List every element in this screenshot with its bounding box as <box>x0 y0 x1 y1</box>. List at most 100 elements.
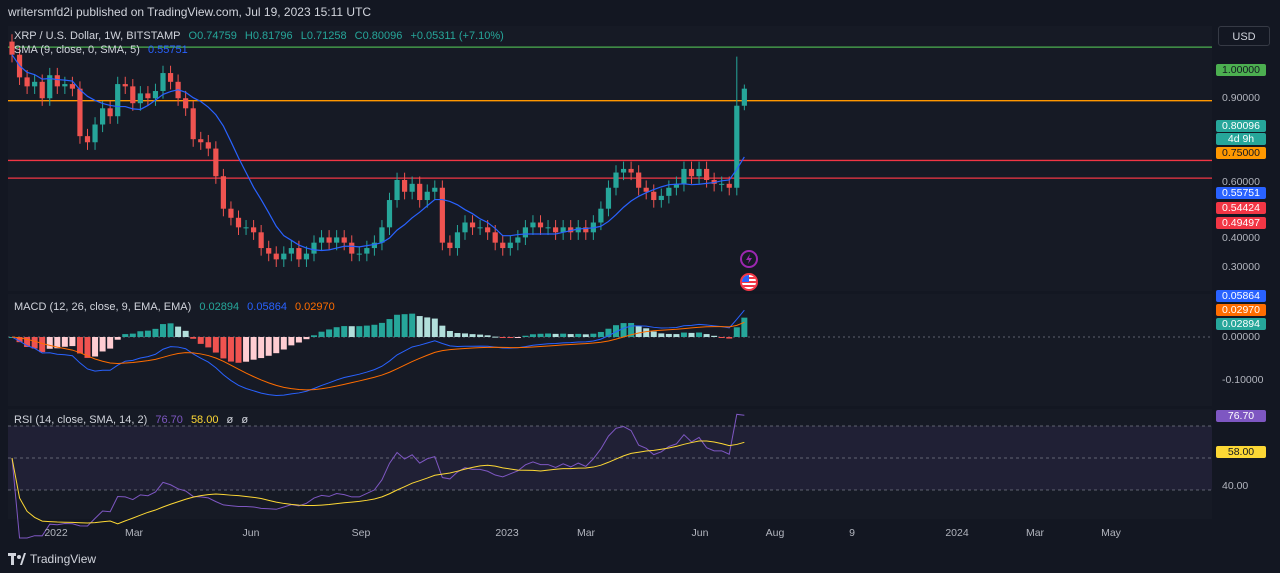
candle-body <box>39 81 45 99</box>
candle-body <box>62 84 68 87</box>
macd-histogram-bar <box>152 328 159 337</box>
lightning-icon[interactable] <box>740 250 758 268</box>
macd-hist-value: 0.02894 <box>199 301 240 313</box>
price-tick: 0.90000 <box>1222 92 1260 104</box>
rsi-label: RSI (14, close, SMA, 14, 2) <box>14 414 148 426</box>
candle-body <box>69 84 75 89</box>
price-pane[interactable] <box>8 26 1212 291</box>
macd-histogram-bar <box>378 322 385 337</box>
us-flag-icon[interactable] <box>740 273 758 291</box>
tradingview-logo-icon <box>8 553 26 565</box>
macd-histogram-bar <box>696 332 703 337</box>
candle-body <box>130 86 136 104</box>
candle-body <box>281 253 287 260</box>
macd-histogram-bar <box>273 337 280 354</box>
candle-body <box>651 191 657 201</box>
candle-body <box>545 227 551 229</box>
rsi-ma-badge: 58.00 <box>1216 446 1266 458</box>
macd-histogram-bar <box>333 327 340 337</box>
candle-body <box>628 168 634 173</box>
macd-histogram-bar <box>107 337 114 349</box>
candle-body <box>334 237 340 243</box>
candle-body <box>100 108 106 125</box>
candle-body <box>92 124 98 143</box>
sma-value: 0.55751 <box>148 44 188 56</box>
macd-histogram-bar <box>628 322 635 337</box>
candle-body <box>620 168 627 173</box>
x-tick: 9 <box>849 527 855 539</box>
macd-histogram-bar <box>61 337 68 347</box>
open-value: O0.74759 <box>188 30 237 42</box>
macd-histogram-bar <box>190 337 197 339</box>
candle-body <box>9 41 15 55</box>
macd-signal-line <box>11 321 745 391</box>
candle-body <box>77 88 83 137</box>
macd-histogram-bar <box>76 337 83 354</box>
candle-body <box>605 187 612 209</box>
candle-body <box>681 168 687 184</box>
macd-histogram-bar <box>718 337 725 338</box>
candle-body <box>613 172 619 188</box>
candle-body <box>303 253 310 260</box>
candle-body <box>198 139 204 143</box>
sma-label: SMA (9, close, 0, SMA, 5) <box>14 44 140 56</box>
currency-button[interactable]: USD <box>1218 26 1270 46</box>
rsi-value: 76.70 <box>155 414 183 426</box>
macd-histogram-bar <box>235 337 242 363</box>
candle-body <box>439 187 445 243</box>
macd-histogram-bar <box>620 323 627 337</box>
high-value: H0.81796 <box>244 30 293 42</box>
macd-histogram-bar <box>295 337 302 343</box>
price-tick: 0.40000 <box>1222 232 1260 244</box>
macd-histogram-bar <box>16 337 23 343</box>
symbol-label[interactable]: XRP / U.S. Dollar, 1W, BITSTAMP <box>14 30 181 42</box>
macd-pane[interactable] <box>8 294 1212 406</box>
macd-legend[interactable]: MACD (12, 26, close, 9, EMA, EMA) 0.0289… <box>14 301 340 313</box>
x-tick: Jun <box>242 527 260 539</box>
macd-histogram-bar <box>182 330 189 337</box>
candle-body <box>386 200 393 228</box>
sma-badge: 0.55751 <box>1216 187 1266 199</box>
x-tick: Mar <box>124 527 144 539</box>
rsi-pane[interactable] <box>8 409 1212 519</box>
x-tick: 2024 <box>945 527 969 539</box>
tradingview-logo[interactable]: TradingView <box>8 552 96 566</box>
candle-body <box>424 191 430 201</box>
macd-histogram-bar <box>250 337 257 360</box>
close-value: C0.80096 <box>354 30 403 42</box>
x-tick: Mar <box>1025 527 1045 539</box>
candle-body <box>432 187 438 192</box>
macd-histogram-bar <box>386 319 393 337</box>
change-value: +0.05311 (+7.10%) <box>410 30 504 42</box>
published-text: writersmfd2i published on TradingView.co… <box>8 5 372 19</box>
rsi-legend[interactable]: RSI (14, close, SMA, 14, 2) 76.70 58.00 … <box>14 414 253 426</box>
macd-histogram-bar <box>711 335 718 337</box>
macd-tick: -0.10000 <box>1222 374 1264 386</box>
macd-histogram-bar <box>144 330 151 337</box>
candle-body <box>115 84 121 117</box>
rsi-empty-2: ø <box>241 414 249 426</box>
candle-body <box>122 84 128 87</box>
candle-body <box>318 237 325 243</box>
candle-body <box>251 227 257 233</box>
macd-histogram-bar <box>605 328 612 337</box>
macd-histogram-bar <box>31 337 38 349</box>
macd-histogram-bar <box>492 336 499 338</box>
macd-histogram-bar <box>394 314 401 337</box>
macd-histogram-bar <box>356 326 363 337</box>
candle-body <box>477 227 483 229</box>
top-bar: writersmfd2i published on TradingView.co… <box>0 0 1280 22</box>
candle-body <box>152 91 159 99</box>
macd-histogram-bar <box>545 333 552 337</box>
macd-histogram-bar <box>409 313 416 337</box>
macd-histogram-bar <box>371 324 378 337</box>
candle-body <box>266 248 272 254</box>
macd-histogram-bar <box>635 325 642 337</box>
candle-body <box>235 217 242 228</box>
macd-signal-badge: 0.02970 <box>1216 304 1266 316</box>
macd-histogram-bar <box>326 329 333 337</box>
sma-legend[interactable]: SMA (9, close, 0, SMA, 5) 0.55751 <box>14 44 193 56</box>
candle-body <box>364 248 370 254</box>
macd-histogram-bar <box>733 327 740 337</box>
